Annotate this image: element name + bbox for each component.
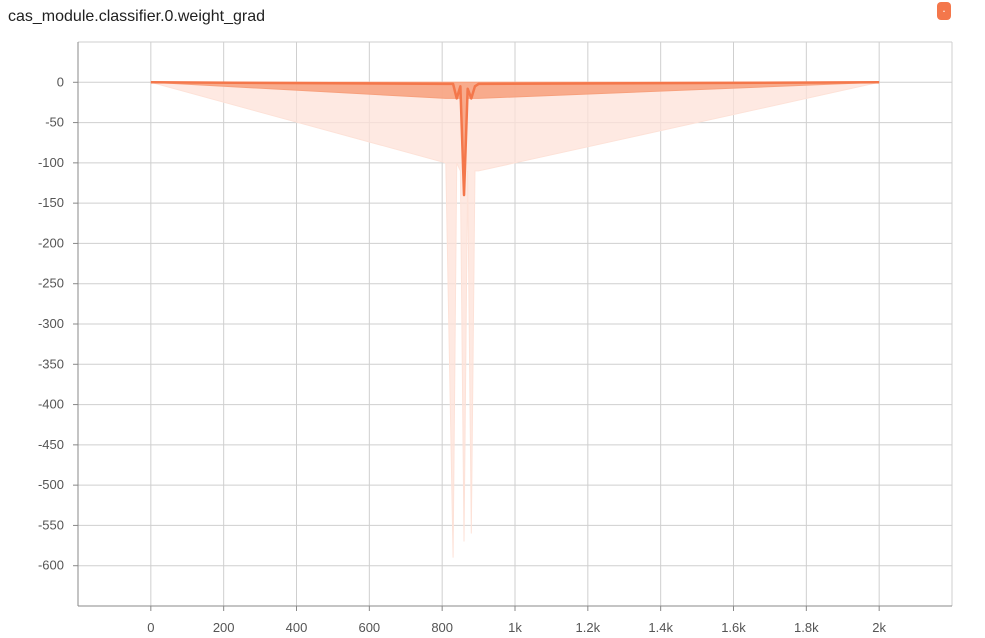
x-tick-label: 400 [286,620,308,635]
y-tick-label: -100 [38,155,64,170]
y-tick-label: -300 [38,316,64,331]
y-tick-label: -600 [38,558,64,573]
median-line [150,81,880,197]
x-tick-label: 1.2k [576,620,601,635]
x-tick-labels: 0 200 400 600 800 1k 1.2k 1.4k 1.6k 1.8k 2k [147,620,886,635]
y-tick-labels: 0 -50 -100 -150 -200 -250 -300 -350 -400 -450 -500… [38,74,64,572]
x-tick-label: 1.8k [794,620,819,635]
chart-title: cas_module.classifier.0.weight_grad [8,8,266,25]
x-tick-label: 1.6k [721,620,746,635]
y-tick-label: -150 [38,195,64,210]
y-tick-label: -250 [38,276,64,291]
series-lines [150,81,880,197]
x-tick-label: 600 [358,620,380,635]
y-tick-label: -400 [38,397,64,412]
x-tick-label: 800 [431,620,453,635]
y-tick-label: -50 [45,115,64,130]
axes [73,42,952,611]
x-tick-label: 1k [508,620,522,635]
y-tick-label: -200 [38,235,64,250]
run-color-badge[interactable]: · [937,2,951,20]
y-tick-label: 0 [57,74,64,89]
x-tick-label: 200 [213,620,235,635]
x-tick-label: 2k [872,620,886,635]
y-tick-label: -350 [38,356,64,371]
x-tick-label: 0 [147,620,154,635]
y-tick-label: -550 [38,517,64,532]
y-tick-label: -450 [38,437,64,452]
y-tick-label: -500 [38,477,64,492]
x-tick-label: 1.4k [648,620,673,635]
